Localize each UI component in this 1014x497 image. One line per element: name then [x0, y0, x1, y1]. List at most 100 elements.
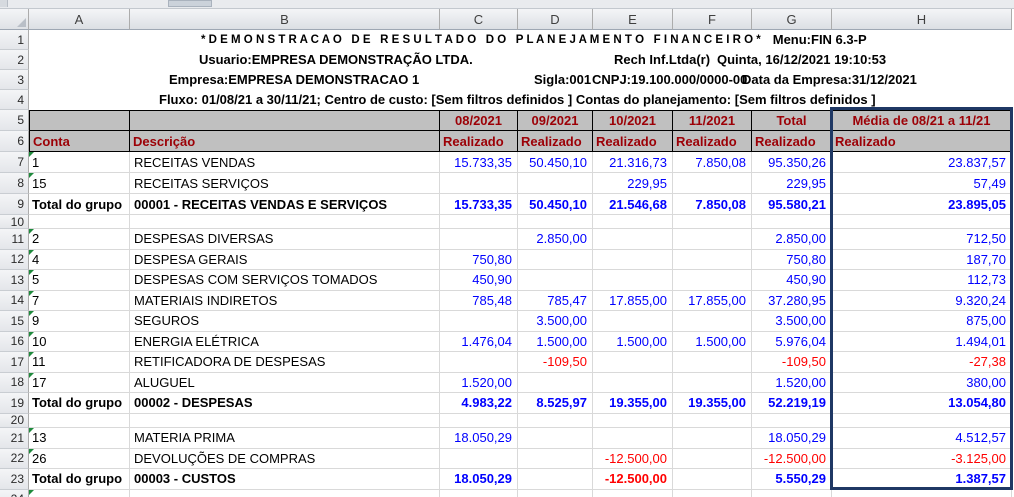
cell-F10[interactable] — [673, 215, 752, 229]
cell-H5[interactable]: Média de 08/21 a 11/21 — [832, 110, 1012, 131]
cell-C21[interactable]: 18.050,29 — [440, 428, 518, 449]
cell-B8[interactable]: RECEITAS SERVIÇOS — [130, 173, 440, 194]
cell-A15[interactable]: 9 — [29, 311, 130, 332]
cell-F22[interactable] — [673, 448, 752, 469]
row-header[interactable]: 22 — [0, 448, 29, 469]
cell-H17[interactable]: -27,38 — [832, 352, 1012, 373]
column-header-D[interactable]: D — [518, 9, 593, 30]
cell-A17[interactable]: 11 — [29, 352, 130, 373]
row-header[interactable]: 3 — [0, 70, 29, 90]
cell-D20[interactable] — [518, 413, 593, 428]
cell-G19[interactable]: 52.219,19 — [752, 393, 832, 414]
column-header-B[interactable]: B — [130, 9, 440, 30]
row-header[interactable]: 20 — [0, 413, 29, 428]
row-header[interactable]: 15 — [0, 311, 29, 332]
row-header[interactable]: 8 — [0, 173, 29, 194]
cell-A20[interactable] — [29, 413, 130, 428]
cell-D19[interactable]: 8.525,97 — [518, 393, 593, 414]
cell-E6[interactable]: Realizado — [593, 131, 673, 152]
cell-F11[interactable] — [673, 229, 752, 250]
cell-H7[interactable]: 23.837,57 — [832, 152, 1012, 173]
cell-H15[interactable]: 875,00 — [832, 311, 1012, 332]
row-header[interactable]: 4 — [0, 90, 29, 110]
row-header[interactable]: 23 — [0, 469, 29, 490]
cell-D12[interactable] — [518, 249, 593, 270]
cell-E23[interactable]: -12.500,00 — [593, 469, 673, 490]
cell-E21[interactable] — [593, 428, 673, 449]
cell-G21[interactable]: 18.050,29 — [752, 428, 832, 449]
cell-C13[interactable]: 450,90 — [440, 270, 518, 291]
cell-G9[interactable]: 95.580,21 — [752, 194, 832, 215]
cell-B7[interactable]: RECEITAS VENDAS — [130, 152, 440, 173]
cell-H9[interactable]: 23.895,05 — [832, 194, 1012, 215]
column-header-E[interactable]: E — [593, 9, 673, 30]
cell-D8[interactable] — [518, 173, 593, 194]
cell-D18[interactable] — [518, 372, 593, 393]
cell-H23[interactable]: 1.387,57 — [832, 469, 1012, 490]
cell-F23[interactable] — [673, 469, 752, 490]
row-header[interactable]: 5 — [0, 110, 29, 131]
cell-D14[interactable]: 785,47 — [518, 290, 593, 311]
cell-A13[interactable]: 5 — [29, 270, 130, 291]
cell-B23[interactable]: 00003 - CUSTOS — [130, 469, 440, 490]
cell-F14[interactable]: 17.855,00 — [673, 290, 752, 311]
cell-F8[interactable] — [673, 173, 752, 194]
cell-D16[interactable]: 1.500,00 — [518, 331, 593, 352]
cell-H6[interactable]: Realizado — [832, 131, 1012, 152]
row-header[interactable]: 2 — [0, 50, 29, 70]
cell-H13[interactable]: 112,73 — [832, 270, 1012, 291]
cell-E19[interactable]: 19.355,00 — [593, 393, 673, 414]
cell-F15[interactable] — [673, 311, 752, 332]
cell-A21[interactable]: 13 — [29, 428, 130, 449]
cell-C10[interactable] — [440, 215, 518, 229]
cell-G15[interactable]: 3.500,00 — [752, 311, 832, 332]
cell-H19[interactable]: 13.054,80 — [832, 393, 1012, 414]
column-header-F[interactable]: F — [673, 9, 752, 30]
cell-C23[interactable]: 18.050,29 — [440, 469, 518, 490]
row-header[interactable]: 9 — [0, 194, 29, 215]
cell-E15[interactable] — [593, 311, 673, 332]
cell-D6[interactable]: Realizado — [518, 131, 593, 152]
cell-H10[interactable] — [832, 215, 1012, 229]
row-header[interactable]: 18 — [0, 372, 29, 393]
cell-E10[interactable] — [593, 215, 673, 229]
cell-B16[interactable]: ENERGIA ELÉTRICA — [130, 331, 440, 352]
cell-D13[interactable] — [518, 270, 593, 291]
cell-F18[interactable] — [673, 372, 752, 393]
cell-B18[interactable]: ALUGUEL — [130, 372, 440, 393]
cell-A8[interactable]: 15 — [29, 173, 130, 194]
cell-F24[interactable] — [673, 489, 752, 497]
cell-B21[interactable]: MATERIA PRIMA — [130, 428, 440, 449]
cell-D10[interactable] — [518, 215, 593, 229]
cell-H20[interactable] — [832, 413, 1012, 428]
cell-G18[interactable]: 1.520,00 — [752, 372, 832, 393]
cell-B10[interactable] — [130, 215, 440, 229]
cell-F6[interactable]: Realizado — [673, 131, 752, 152]
cell-D21[interactable] — [518, 428, 593, 449]
cell-B9[interactable]: 00001 - RECEITAS VENDAS E SERVIÇOS — [130, 194, 440, 215]
cell-C6[interactable]: Realizado — [440, 131, 518, 152]
cell-E16[interactable]: 1.500,00 — [593, 331, 673, 352]
cell-H16[interactable]: 1.494,01 — [832, 331, 1012, 352]
column-header-A[interactable]: A — [29, 9, 130, 30]
cell-G22[interactable]: -12.500,00 — [752, 448, 832, 469]
cell-G12[interactable]: 750,80 — [752, 249, 832, 270]
cell-A19[interactable]: Total do grupo — [29, 393, 130, 414]
cell-B14[interactable]: MATERIAIS INDIRETOS — [130, 290, 440, 311]
cell-C17[interactable] — [440, 352, 518, 373]
cell-B17[interactable]: RETIFICADORA DE DESPESAS — [130, 352, 440, 373]
cell-D22[interactable] — [518, 448, 593, 469]
row-header[interactable]: 12 — [0, 249, 29, 270]
cell-C11[interactable] — [440, 229, 518, 250]
row-header[interactable]: 11 — [0, 229, 29, 250]
cell-E14[interactable]: 17.855,00 — [593, 290, 673, 311]
cell-E22[interactable]: -12.500,00 — [593, 448, 673, 469]
cell-B12[interactable]: DESPESA GERAIS — [130, 249, 440, 270]
cell-F19[interactable]: 19.355,00 — [673, 393, 752, 414]
cell-E18[interactable] — [593, 372, 673, 393]
cell-A11[interactable]: 2 — [29, 229, 130, 250]
cell-G16[interactable]: 5.976,04 — [752, 331, 832, 352]
row-header[interactable]: 7 — [0, 152, 29, 173]
cell-E5[interactable]: 10/2021 — [593, 110, 673, 131]
cell-A6[interactable]: Conta — [29, 131, 130, 152]
